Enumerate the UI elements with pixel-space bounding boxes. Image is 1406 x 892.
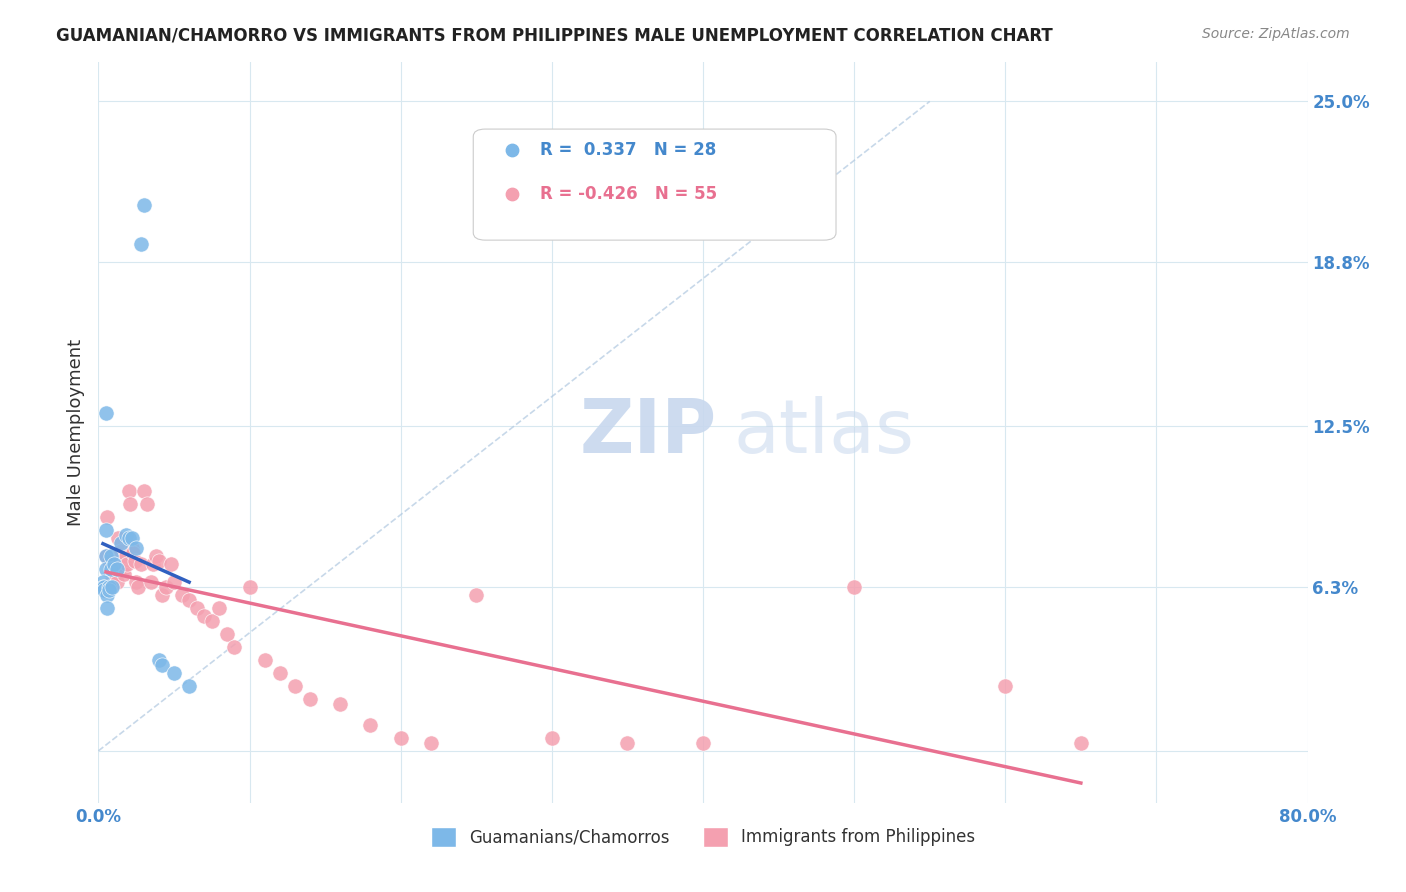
Point: [299, 692, 322, 706]
Point: [253, 653, 276, 667]
Text: R =  0.337   N = 28: R = 0.337 N = 28: [540, 141, 716, 159]
FancyBboxPatch shape: [474, 129, 837, 240]
Point: [114, 528, 136, 542]
Text: ZIP: ZIP: [579, 396, 717, 469]
Point: [142, 557, 165, 571]
Point: [148, 653, 170, 667]
Point: [93, 582, 115, 597]
Point: [186, 601, 208, 615]
Point: [127, 580, 149, 594]
Point: [94, 549, 117, 563]
Point: [692, 736, 714, 750]
Point: [101, 580, 124, 594]
Point: [121, 531, 143, 545]
Text: GUAMANIAN/CHAMORRO VS IMMIGRANTS FROM PHILIPPINES MALE UNEMPLOYMENT CORRELATION : GUAMANIAN/CHAMORRO VS IMMIGRANTS FROM PH…: [56, 27, 1053, 45]
Point: [155, 580, 177, 594]
Point: [239, 580, 262, 594]
Point: [360, 718, 382, 732]
Point: [179, 593, 201, 607]
Point: [163, 665, 186, 680]
Point: [91, 580, 114, 594]
Point: [118, 484, 141, 499]
Point: [465, 588, 488, 602]
Point: [94, 549, 117, 563]
Point: [420, 736, 443, 750]
Point: [100, 562, 122, 576]
Point: [150, 658, 173, 673]
Point: [844, 580, 866, 594]
Point: [121, 541, 143, 556]
Point: [389, 731, 412, 745]
Point: [284, 679, 307, 693]
Point: [540, 731, 562, 745]
Y-axis label: Male Unemployment: Male Unemployment: [66, 339, 84, 526]
Point: [616, 736, 638, 750]
Point: [103, 557, 125, 571]
Point: [170, 588, 193, 602]
Text: R = -0.426   N = 55: R = -0.426 N = 55: [540, 186, 717, 203]
Point: [994, 679, 1017, 693]
Point: [160, 557, 183, 571]
Point: [94, 523, 117, 537]
Point: [129, 557, 152, 571]
Point: [118, 531, 141, 545]
Point: [107, 531, 129, 545]
Point: [100, 549, 122, 563]
Point: [125, 541, 148, 556]
Point: [135, 497, 157, 511]
Point: [132, 198, 155, 212]
Text: atlas: atlas: [734, 396, 914, 469]
Point: [96, 510, 118, 524]
Point: [96, 601, 118, 615]
Point: [150, 588, 173, 602]
Point: [1070, 736, 1092, 750]
Point: [215, 627, 238, 641]
Point: [112, 567, 135, 582]
Point: [193, 608, 215, 623]
Point: [148, 554, 170, 568]
Point: [104, 567, 127, 582]
Point: [103, 557, 125, 571]
Point: [115, 557, 138, 571]
Point: [94, 562, 117, 576]
Point: [129, 237, 152, 252]
Point: [125, 574, 148, 589]
Point: [122, 546, 145, 560]
Point: [111, 562, 134, 576]
Point: [114, 549, 136, 563]
Point: [100, 574, 122, 589]
Point: [105, 562, 128, 576]
Point: [110, 536, 132, 550]
Point: [98, 580, 121, 594]
Point: [105, 574, 128, 589]
Point: [141, 574, 163, 589]
Point: [269, 665, 291, 680]
Point: [201, 614, 224, 628]
Point: [120, 497, 142, 511]
Point: [93, 580, 115, 594]
Point: [96, 588, 118, 602]
Point: [208, 601, 231, 615]
Point: [163, 574, 186, 589]
Point: [224, 640, 246, 654]
Point: [124, 554, 146, 568]
Point: [98, 582, 121, 597]
Point: [132, 484, 155, 499]
Point: [145, 549, 167, 563]
Text: Source: ZipAtlas.com: Source: ZipAtlas.com: [1202, 27, 1350, 41]
Point: [91, 574, 114, 589]
Point: [329, 697, 352, 711]
Point: [94, 406, 117, 420]
Point: [98, 554, 121, 568]
Legend: Guamanians/Chamorros, Immigrants from Philippines: Guamanians/Chamorros, Immigrants from Ph…: [425, 820, 981, 854]
Point: [179, 679, 201, 693]
Point: [110, 544, 132, 558]
